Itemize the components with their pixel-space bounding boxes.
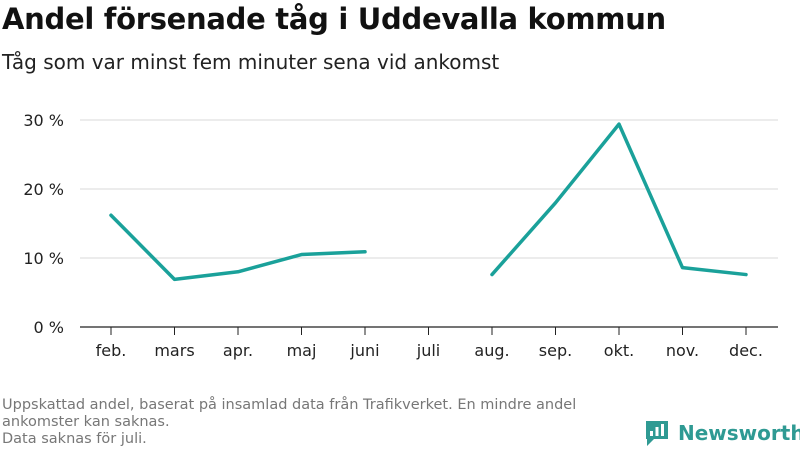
brand-name: Newsworthy <box>678 421 800 445</box>
newsworthy-logo-icon <box>646 421 668 446</box>
footer-note-line-2: Data saknas för juli. <box>2 431 147 447</box>
y-axis: 0 % 10 % 20 % 30 % <box>23 111 64 337</box>
series-line-segment <box>490 122 748 277</box>
line-chart: feb. mars apr. maj juni juli aug. sep. okt. nov. d… <box>23 111 778 360</box>
chart-title: Andel försenade tåg i Uddevalla kommun <box>2 2 666 36</box>
x-tick-label: mars <box>154 341 194 360</box>
footer-note-line-1: Uppskattad andel, baserat på insamlad da… <box>2 397 577 430</box>
x-tick-label: maj <box>287 341 317 360</box>
brand: Newsworthy <box>644 419 800 447</box>
footer-note: Uppskattad andel, baserat på insamlad da… <box>2 397 642 448</box>
x-axis: feb. mars apr. maj juni juli aug. sep. okt. nov. d… <box>96 327 763 360</box>
x-tick-label: okt. <box>604 341 634 360</box>
series-line-segment <box>109 213 367 282</box>
series-lines <box>109 122 748 282</box>
x-tick-label: apr. <box>223 341 253 360</box>
x-tick-label: sep. <box>539 341 572 360</box>
y-tick-label: 20 % <box>23 180 64 199</box>
y-tick-label: 10 % <box>23 249 64 268</box>
chart-subtitle: Tåg som var minst fem minuter sena vid a… <box>2 50 500 74</box>
y-tick-label: 30 % <box>23 111 64 130</box>
y-tick-label: 0 % <box>34 318 64 337</box>
x-tick-label: nov. <box>666 341 699 360</box>
x-tick-label: aug. <box>474 341 509 360</box>
x-tick-label: dec. <box>729 341 763 360</box>
x-tick-label: feb. <box>96 341 127 360</box>
gridlines <box>80 119 778 328</box>
x-tick-label: juli <box>416 341 440 360</box>
x-tick-label: juni <box>349 341 379 360</box>
